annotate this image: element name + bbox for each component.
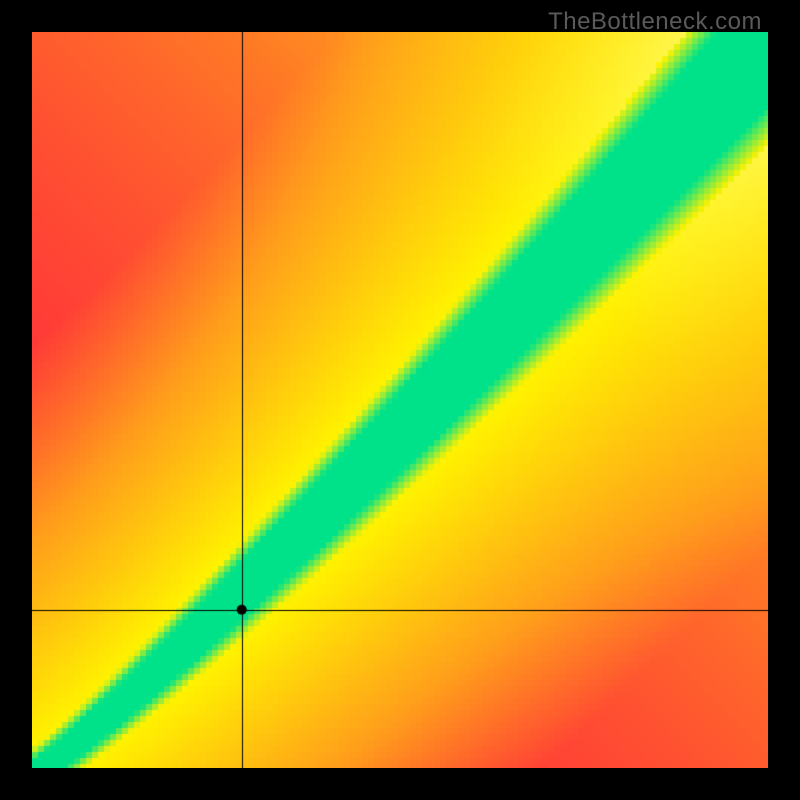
chart-container: TheBottleneck.com xyxy=(0,0,800,800)
heatmap-area xyxy=(32,32,768,768)
heatmap-canvas xyxy=(32,32,768,768)
